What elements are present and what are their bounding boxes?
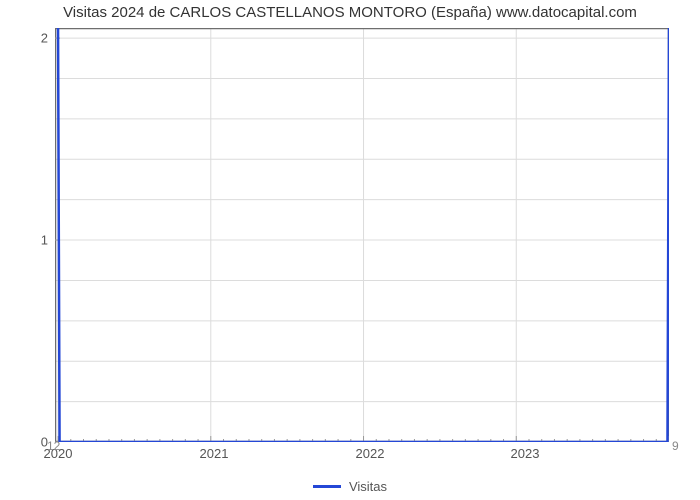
plot-area <box>55 28 669 442</box>
y-tick-label: 2 <box>8 31 48 46</box>
legend: Visitas <box>0 478 700 494</box>
chart-title: Visitas 2024 de CARLOS CASTELLANOS MONTO… <box>0 4 700 21</box>
y-tick-label: 1 <box>8 233 48 248</box>
plot-svg <box>55 28 669 442</box>
annotation-right: 9 <box>672 439 679 453</box>
legend-swatch <box>313 485 341 488</box>
x-tick-label: 2022 <box>340 446 400 461</box>
legend-label: Visitas <box>349 479 387 494</box>
x-tick-label: 2021 <box>184 446 244 461</box>
chart-container: Visitas 2024 de CARLOS CASTELLANOS MONTO… <box>0 0 700 500</box>
x-tick-label: 2023 <box>495 446 555 461</box>
